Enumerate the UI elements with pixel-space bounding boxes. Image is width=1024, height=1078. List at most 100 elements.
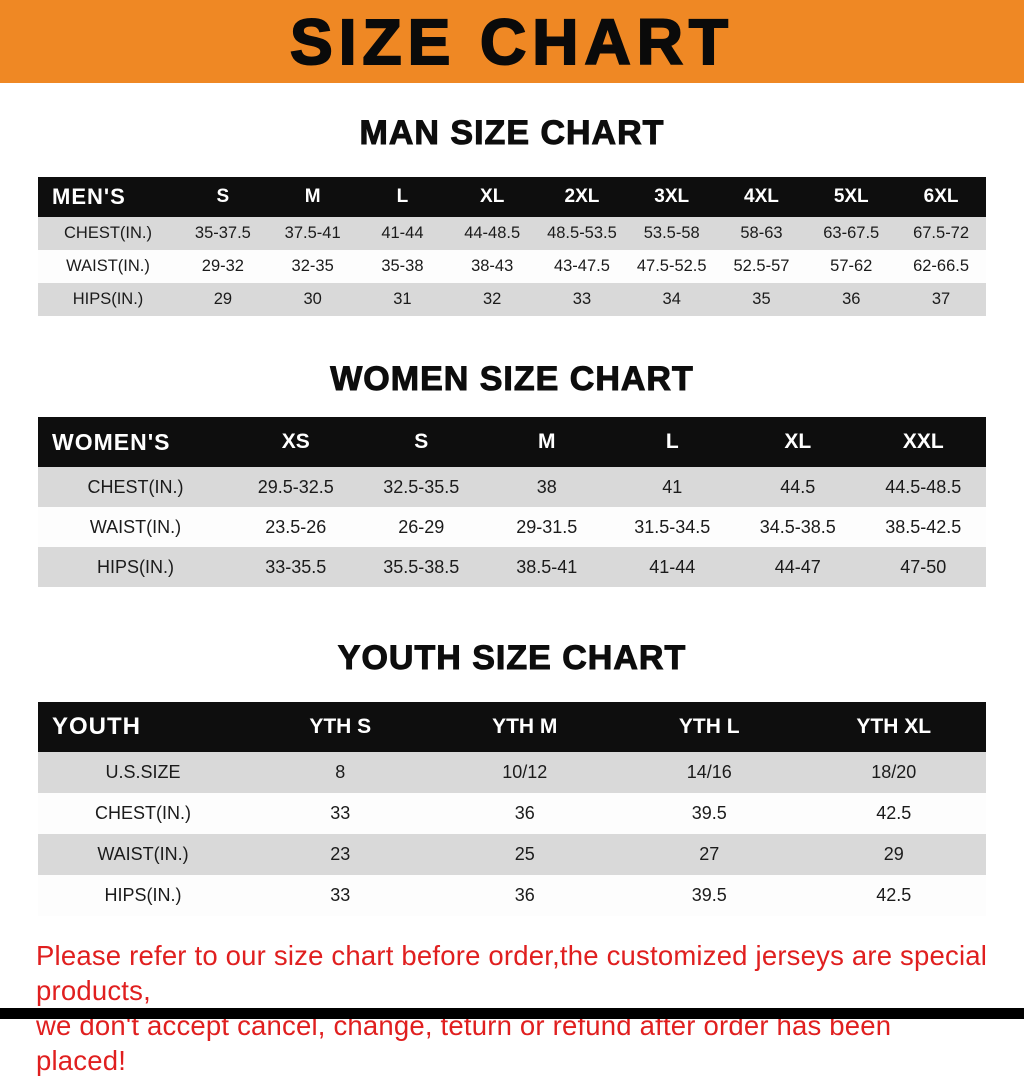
row-label: HIPS(IN.): [72, 290, 144, 308]
bottom-bar: [0, 1008, 1024, 1019]
size-column-header: YTH L: [617, 702, 802, 752]
size-value: 29: [213, 290, 233, 308]
table-row: WAIST(IN.) 29-32 32-35 35-38 38-43 43-47.5 47.…: [38, 250, 986, 283]
table-header-row: WOMEN'S XS S M L XL XXL: [38, 417, 986, 467]
footer-note-line1: Please refer to our size chart before or…: [36, 940, 988, 1006]
size-value: 33: [330, 885, 351, 905]
row-label: U.S.SIZE: [105, 762, 181, 782]
size-value: 23: [330, 844, 351, 864]
size-value: 41-44: [381, 224, 424, 242]
size-value: 34.5-38.5: [759, 516, 836, 537]
size-value: 37.5-41: [284, 224, 341, 242]
size-column-header: S: [178, 177, 268, 217]
size-value: 35-38: [381, 257, 424, 275]
size-value: 29.5-32.5: [257, 476, 334, 497]
size-chart-banner: SIZE CHART: [0, 0, 1024, 88]
size-column-header: L: [609, 417, 735, 467]
size-value: 33: [330, 803, 351, 823]
table-row: CHEST(IN.) 35-37.5 37.5-41 41-44 44-48.5 48.5…: [38, 217, 986, 250]
table-row: HIPS(IN.) 33 36 39.5 42.5: [38, 875, 986, 916]
table-corner-label: MEN'S: [38, 177, 178, 217]
table-row: U.S.SIZE 8 10/12 14/16 18/20: [38, 752, 986, 793]
size-value: 42.5: [876, 885, 912, 905]
table-row: CHEST(IN.) 29.5-32.5 32.5-35.5 38 41 44.5 44.5…: [38, 467, 986, 507]
youth-size-section: YOUTH SIZE CHART YOUTH YTH S YTH M YTH L YTH…: [0, 639, 1024, 916]
size-value: 29-32: [201, 257, 244, 275]
mens-size-table: MEN'S S M L XL 2XL 3XL 4XL 5XL 6XL CHEST(IN.) 35-37…: [38, 177, 986, 316]
size-column-header: 5XL: [806, 177, 897, 217]
size-value: 35: [752, 290, 771, 308]
size-value: 47-50: [900, 556, 947, 577]
table-row: WAIST(IN.) 23.5-26 26-29 29-31.5 31.5-34.5 34…: [38, 507, 986, 547]
man-size-section: MAN SIZE CHART MEN'S S M L XL 2XL 3XL 4XL 5XL 6XL…: [0, 114, 1024, 316]
size-column-header: XXL: [860, 417, 986, 467]
size-value: 39.5: [691, 885, 727, 905]
row-label: WAIST(IN.): [97, 844, 189, 864]
size-value: 33: [572, 290, 592, 308]
row-label: WAIST(IN.): [66, 257, 150, 275]
size-value: 63-67.5: [823, 224, 880, 242]
size-column-header: M: [267, 177, 358, 217]
size-value: 10/12: [502, 762, 548, 782]
size-value: 44-47: [774, 556, 821, 577]
size-column-header: 6XL: [896, 177, 986, 217]
row-label: WAIST(IN.): [89, 516, 182, 537]
table-row: WAIST(IN.) 23 25 27 29: [38, 834, 986, 875]
size-value: 8: [335, 762, 346, 782]
size-value: 25: [514, 844, 535, 864]
size-column-header: S: [358, 417, 484, 467]
section-title-youth: YOUTH SIZE CHART: [337, 639, 687, 678]
table-corner-label: WOMEN'S: [38, 417, 233, 467]
size-value: 14/16: [686, 762, 732, 782]
size-column-header: YTH XL: [801, 702, 986, 752]
size-value: 48.5-53.5: [547, 224, 617, 242]
youth-size-table: YOUTH YTH S YTH M YTH L YTH XL U.S.SIZE 8 10/12…: [38, 702, 986, 916]
table-header-row: YOUTH YTH S YTH M YTH L YTH XL: [38, 702, 986, 752]
size-value: 30: [303, 290, 322, 308]
row-label: HIPS(IN.): [96, 556, 174, 577]
size-value: 44.5: [780, 476, 816, 497]
size-value: 67.5-72: [913, 224, 970, 242]
size-value: 18/20: [871, 762, 917, 782]
table-corner-label: YOUTH: [38, 702, 248, 752]
size-value: 32-35: [291, 257, 334, 275]
size-column-header: 4XL: [716, 177, 807, 217]
table-row: CHEST(IN.) 33 36 39.5 42.5: [38, 793, 986, 834]
size-value: 38-43: [471, 257, 514, 275]
size-column-header: XL: [447, 177, 538, 217]
row-label: CHEST(IN.): [95, 803, 191, 823]
womens-size-table: WOMEN'S XS S M L XL XXL CHEST(IN.) 29.5-32.5 32.5…: [38, 417, 986, 587]
section-title-women: WOMEN SIZE CHART: [330, 360, 694, 399]
size-value: 32.5-35.5: [383, 476, 460, 497]
size-value: 31: [393, 290, 412, 308]
size-value: 31.5-34.5: [634, 516, 711, 537]
size-value: 36: [514, 803, 535, 823]
size-value: 34: [662, 290, 681, 308]
size-value: 26-29: [398, 516, 445, 537]
size-value: 41-44: [649, 556, 696, 577]
size-column-header: XS: [233, 417, 359, 467]
size-value: 42.5: [876, 803, 912, 823]
size-value: 29: [883, 844, 904, 864]
size-value: 57-62: [830, 257, 873, 275]
size-value: 37: [931, 290, 951, 308]
size-value: 53.5-58: [643, 224, 700, 242]
table-header-row: MEN'S S M L XL 2XL 3XL 4XL 5XL 6XL: [38, 177, 986, 217]
page-title: SIZE CHART: [289, 5, 734, 79]
size-value: 27: [699, 844, 720, 864]
size-value: 58-63: [740, 224, 783, 242]
size-value: 44-48.5: [464, 224, 521, 242]
size-value: 52.5-57: [733, 257, 790, 275]
row-label: HIPS(IN.): [104, 885, 182, 905]
size-value: 35.5-38.5: [383, 556, 460, 577]
size-value: 47.5-52.5: [636, 257, 707, 275]
size-column-header: M: [484, 417, 610, 467]
size-value: 38: [536, 476, 557, 497]
size-column-header: YTH M: [432, 702, 617, 752]
size-value: 62-66.5: [913, 257, 970, 275]
row-label: CHEST(IN.): [64, 224, 152, 242]
size-column-header: L: [357, 177, 448, 217]
size-column-header: 2XL: [537, 177, 627, 217]
table-row: HIPS(IN.) 29 30 31 32 33 34 35 36 37: [38, 283, 986, 316]
size-value: 35-37.5: [194, 224, 251, 242]
